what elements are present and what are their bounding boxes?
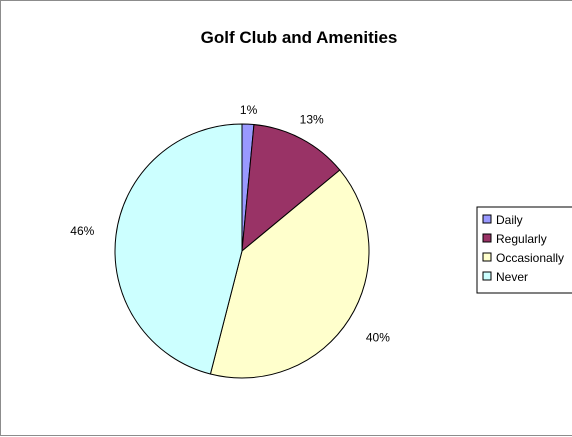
pie-slice-never (114, 123, 243, 375)
legend-label-occasionally: Occasionally (496, 251, 564, 265)
pie-slice-regularly (241, 124, 341, 253)
legend-swatch-never (482, 271, 492, 281)
data-label-occasionally: 40% (366, 330, 390, 344)
chart-title: Golf Club and Amenities (201, 28, 398, 47)
legend: Daily Regularly Occasionally Never (476, 206, 572, 294)
legend-label-never: Never (496, 270, 528, 284)
data-label-never: 46% (70, 224, 94, 238)
data-labels: 1% 13% 40% 46% (70, 103, 390, 344)
legend-label-daily: Daily (496, 213, 523, 227)
data-label-daily: 1% (240, 103, 258, 117)
legend-swatch-daily (482, 214, 492, 224)
legend-box (476, 206, 572, 294)
data-label-regularly: 13% (300, 112, 324, 126)
legend-swatch-regularly (482, 233, 492, 243)
pie-slice-occasionally (209, 169, 370, 379)
legend-swatch-occasionally (482, 252, 492, 262)
legend-label-regularly: Regularly (496, 232, 547, 246)
pie-slices (114, 123, 370, 379)
